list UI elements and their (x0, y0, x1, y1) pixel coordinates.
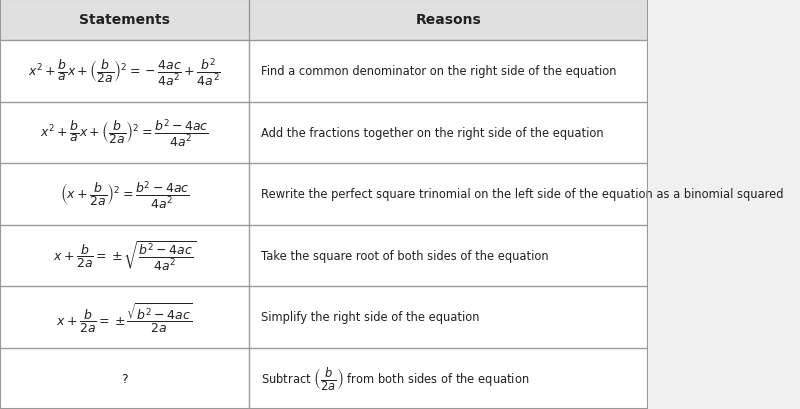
Bar (250, 286, 648, 348)
Text: Reasons: Reasons (416, 13, 482, 27)
Bar (250, 102, 648, 164)
Text: Rewrite the perfect square trinomial on the left side of the equation as a binom: Rewrite the perfect square trinomial on … (261, 188, 783, 201)
Text: Simplify the right side of the equation: Simplify the right side of the equation (261, 310, 479, 324)
Text: $x^2+\dfrac{b}{a}x+\left(\dfrac{b}{2a}\right)^2=\dfrac{b^2-4ac}{4a^2}$: $x^2+\dfrac{b}{a}x+\left(\dfrac{b}{2a}\r… (40, 117, 209, 149)
Text: Subtract $\left(\dfrac{b}{2a}\right)$ from both sides of the equation: Subtract $\left(\dfrac{b}{2a}\right)$ fr… (261, 365, 530, 391)
Text: Find a common denominator on the right side of the equation: Find a common denominator on the right s… (261, 65, 617, 78)
Text: $\left(x+\dfrac{b}{2a}\right)^2=\dfrac{b^2-4ac}{4a^2}$: $\left(x+\dfrac{b}{2a}\right)^2=\dfrac{b… (60, 178, 190, 210)
Bar (0, 348, 250, 409)
Text: $x+\dfrac{b}{2a}=\pm\sqrt{\dfrac{b^2-4ac}{4a^2}}$: $x+\dfrac{b}{2a}=\pm\sqrt{\dfrac{b^2-4ac… (53, 239, 196, 272)
Bar (0, 225, 250, 286)
Bar (250, 348, 648, 409)
Text: Take the square root of both sides of the equation: Take the square root of both sides of th… (261, 249, 549, 262)
Text: Add the fractions together on the right side of the equation: Add the fractions together on the right … (261, 126, 604, 139)
Bar (250, 225, 648, 286)
Bar (0, 286, 250, 348)
Text: $x+\dfrac{b}{2a}=\pm\dfrac{\sqrt{b^2-4ac}}{2a}$: $x+\dfrac{b}{2a}=\pm\dfrac{\sqrt{b^2-4ac… (56, 300, 193, 334)
Bar (0, 164, 250, 225)
Text: $x^2+\dfrac{b}{a}x+\left(\dfrac{b}{2a}\right)^2=-\dfrac{4ac}{4a^2}+\dfrac{b^2}{4: $x^2+\dfrac{b}{a}x+\left(\dfrac{b}{2a}\r… (28, 56, 221, 88)
Bar (0, 0, 648, 41)
Text: Statements: Statements (79, 13, 170, 27)
Bar (0, 102, 250, 164)
Bar (250, 41, 648, 102)
Bar (250, 164, 648, 225)
Bar (0, 41, 250, 102)
Text: $?$: $?$ (121, 372, 129, 385)
